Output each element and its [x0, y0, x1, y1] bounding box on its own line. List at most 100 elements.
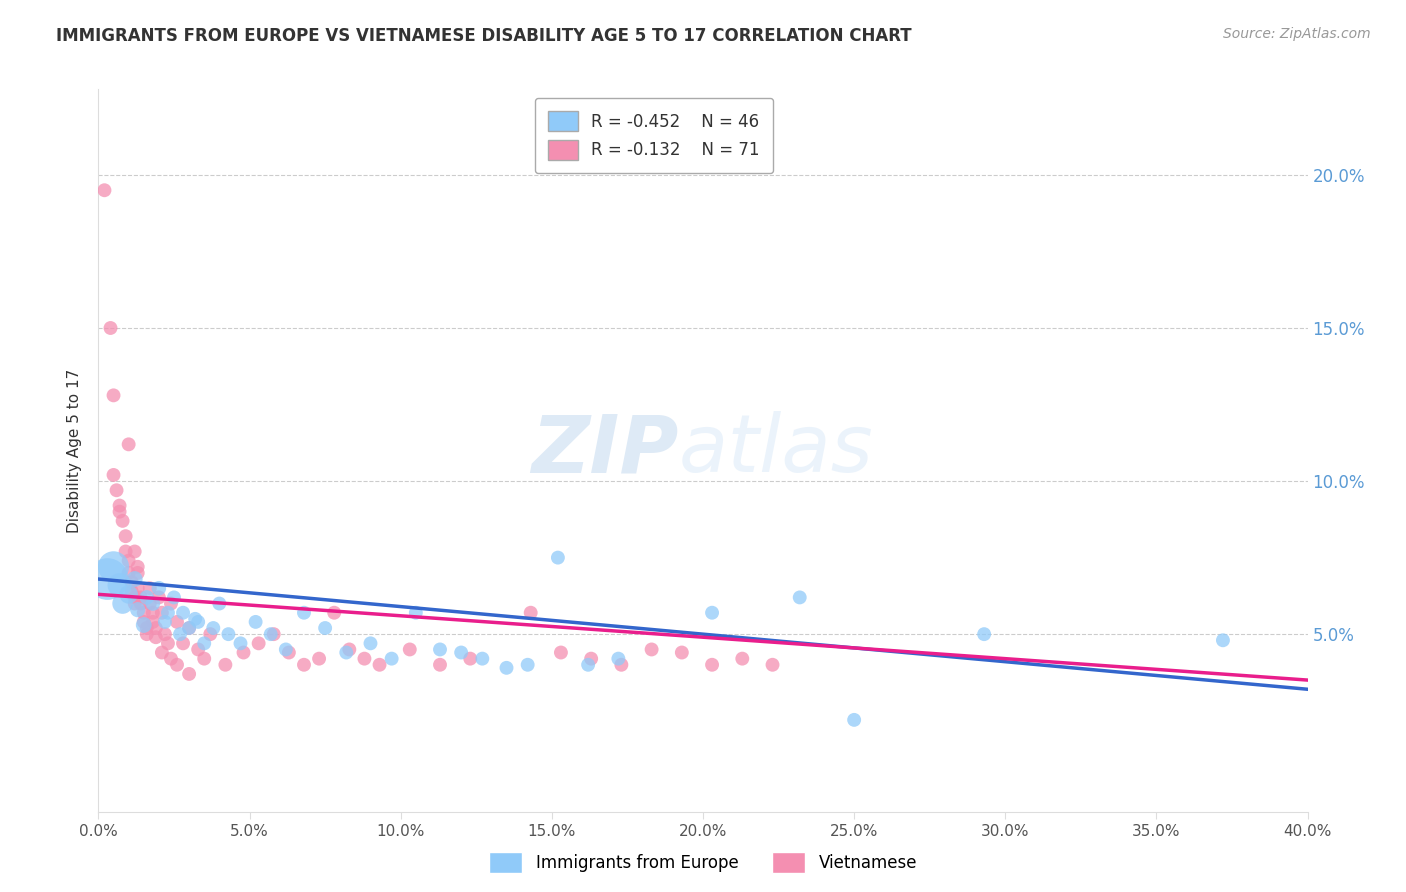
Point: [129, 591, 152, 605]
Point: [111, 597, 134, 611]
Point: [1212, 633, 1234, 648]
Point: [148, 591, 170, 605]
Point: [103, 467, 125, 482]
Point: [127, 602, 149, 616]
Point: [148, 581, 170, 595]
Point: [129, 597, 152, 611]
Point: [172, 606, 194, 620]
Point: [429, 642, 451, 657]
Point: [731, 651, 754, 665]
Point: [135, 627, 157, 641]
Point: [495, 661, 517, 675]
Point: [360, 636, 382, 650]
Point: [450, 646, 472, 660]
Point: [118, 554, 141, 568]
Point: [118, 587, 141, 601]
Text: atlas: atlas: [679, 411, 873, 490]
Point: [202, 621, 225, 635]
Point: [142, 606, 165, 620]
Point: [172, 636, 194, 650]
Point: [142, 597, 165, 611]
Point: [607, 651, 630, 665]
Point: [105, 483, 128, 498]
Point: [124, 572, 146, 586]
Point: [179, 621, 201, 635]
Point: [217, 627, 239, 641]
Point: [179, 621, 201, 635]
Point: [166, 657, 188, 672]
Point: [169, 627, 191, 641]
Point: [132, 606, 155, 620]
Point: [471, 651, 494, 665]
Point: [229, 636, 252, 650]
Point: [292, 606, 315, 620]
Point: [118, 437, 141, 451]
Point: [142, 615, 165, 629]
Point: [124, 591, 146, 605]
Point: [458, 651, 481, 665]
Point: [139, 581, 162, 595]
Point: [108, 578, 131, 592]
Point: [368, 657, 391, 672]
Point: [187, 642, 209, 657]
Point: [108, 499, 131, 513]
Point: [200, 627, 222, 641]
Point: [124, 597, 146, 611]
Point: [124, 544, 146, 558]
Point: [160, 651, 183, 665]
Point: [156, 606, 179, 620]
Point: [135, 591, 157, 605]
Point: [187, 615, 209, 629]
Point: [132, 618, 155, 632]
Point: [103, 559, 125, 574]
Point: [610, 657, 633, 672]
Point: [166, 615, 188, 629]
Point: [193, 636, 215, 650]
Point: [547, 550, 569, 565]
Point: [135, 621, 157, 635]
Point: [323, 606, 346, 620]
Point: [516, 657, 538, 672]
Point: [145, 621, 167, 635]
Legend: R = -0.452    N = 46, R = -0.132    N = 71: R = -0.452 N = 46, R = -0.132 N = 71: [534, 97, 773, 173]
Point: [274, 642, 297, 657]
Point: [111, 514, 134, 528]
Point: [214, 657, 236, 672]
Point: [160, 597, 183, 611]
Point: [973, 627, 995, 641]
Point: [153, 615, 176, 629]
Point: [277, 646, 299, 660]
Point: [145, 630, 167, 644]
Point: [103, 388, 125, 402]
Point: [245, 615, 267, 629]
Point: [263, 627, 285, 641]
Point: [208, 597, 231, 611]
Point: [127, 581, 149, 595]
Point: [179, 667, 201, 681]
Point: [114, 529, 136, 543]
Point: [132, 615, 155, 629]
Point: [153, 627, 176, 641]
Point: [96, 572, 118, 586]
Point: [381, 651, 404, 665]
Point: [314, 621, 336, 635]
Point: [429, 657, 451, 672]
Point: [127, 559, 149, 574]
Point: [193, 651, 215, 665]
Point: [139, 597, 162, 611]
Point: [761, 657, 783, 672]
Point: [247, 636, 270, 650]
Text: IMMIGRANTS FROM EUROPE VS VIETNAMESE DISABILITY AGE 5 TO 17 CORRELATION CHART: IMMIGRANTS FROM EUROPE VS VIETNAMESE DIS…: [56, 27, 912, 45]
Text: ZIP: ZIP: [531, 411, 679, 490]
Point: [789, 591, 811, 605]
Point: [353, 651, 375, 665]
Point: [156, 636, 179, 650]
Point: [150, 606, 173, 620]
Point: [700, 606, 723, 620]
Point: [121, 584, 143, 599]
Point: [671, 646, 693, 660]
Point: [405, 606, 427, 620]
Point: [260, 627, 283, 641]
Point: [93, 183, 115, 197]
Point: [121, 575, 143, 590]
